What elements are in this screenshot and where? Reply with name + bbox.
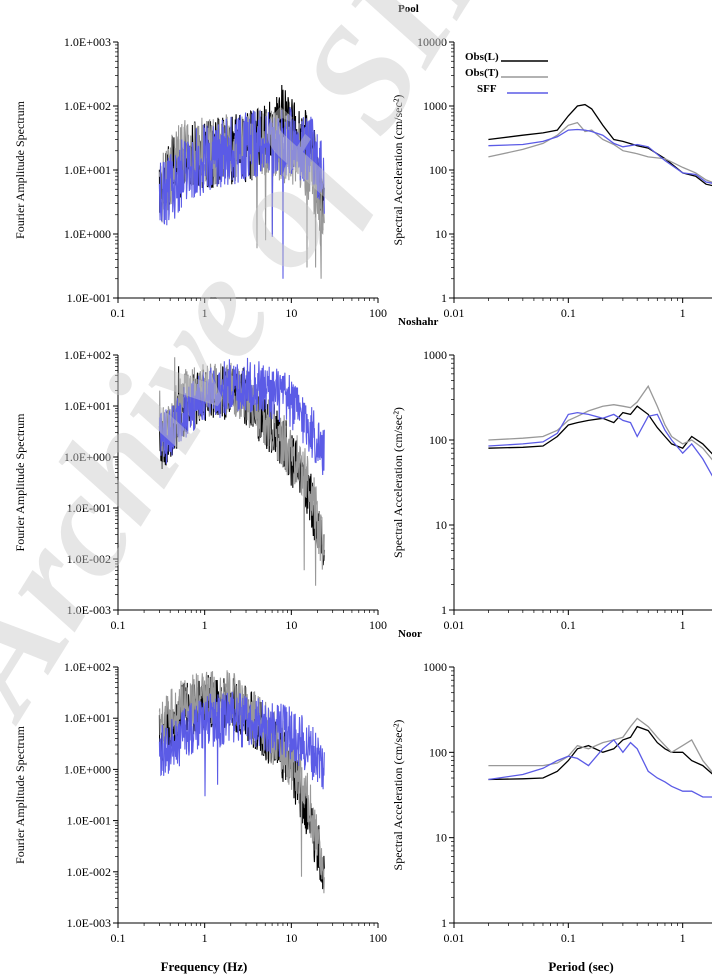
y-tick-label: 1.0E+003: [64, 35, 111, 49]
series-line: [158, 357, 325, 476]
data-group: [158, 84, 325, 279]
x-tick-label: 10: [285, 931, 297, 945]
x-tick-label: 1: [680, 931, 686, 945]
x-tick-label: 0.1: [111, 618, 126, 632]
y-tick-label: 1.0E+002: [64, 99, 111, 113]
data-group: [158, 670, 325, 894]
x-tick-label: 0.1: [561, 306, 576, 320]
y-tick-label: 1.0E+002: [64, 660, 111, 674]
legend-label: Obs(L): [465, 51, 499, 63]
series-line-obst: [488, 384, 712, 461]
y-tick-label: 1: [441, 916, 447, 930]
y-tick-label: 1.0E-001: [67, 501, 111, 515]
legend: Obs(L) Obs(T) SFF: [465, 51, 548, 95]
y-tick-label: 1.0E+002: [64, 348, 111, 362]
y-tick-label: 1.0E-003: [67, 916, 111, 930]
series-line-sff: [488, 128, 712, 184]
y-tick-label: 1.0E-001: [67, 814, 111, 828]
x-tick-label: 100: [369, 931, 387, 945]
station-title-noor: Noor: [398, 628, 422, 640]
panel-noor-fas: 1.0E-003 1.0E-002 1.0E-001 1.0E+000 1.0E+001…: [13, 660, 387, 945]
x-tick-label: 0.1: [561, 618, 576, 632]
x-tick-label: 1: [680, 306, 686, 320]
y-axis-title: Spectral Acceleration (cm/sec²): [391, 407, 405, 558]
y-tick-label: 1.0E+000: [64, 227, 111, 241]
y-tick-label: 1.0E+001: [64, 399, 111, 413]
x-axis-title-frequency: Frequency (Hz): [161, 959, 248, 974]
x-tick-label: 1: [202, 618, 208, 632]
station-title-pool: Pool: [398, 3, 419, 15]
y-tick-label: 1: [441, 291, 447, 305]
y-tick-label: 1.0E-002: [67, 552, 111, 566]
y-tick-label: 1.0E+000: [64, 762, 111, 776]
data-group: [488, 384, 712, 477]
y-tick-label: 1000: [423, 348, 447, 362]
data-group: [488, 717, 712, 798]
y-axis-title: Fourier Amplitude Spectrum: [13, 413, 27, 552]
x-tick-label: 0.1: [111, 306, 126, 320]
x-tick-label: 100: [369, 306, 387, 320]
x-tick-label: 1: [202, 931, 208, 945]
panel-pool-fas: 1.0E-001 1.0E+000 1.0E+001 1.0E+002 1.0E+003…: [13, 35, 387, 320]
x-tick-label: 0.1: [561, 931, 576, 945]
series-line-obsl: [488, 405, 712, 455]
x-tick-label: 10: [285, 306, 297, 320]
y-tick-label: 10: [435, 518, 447, 532]
y-tick-label: 10: [435, 831, 447, 845]
y-tick-label: 1.0E-003: [67, 603, 111, 617]
x-tick-label: 1: [202, 306, 208, 320]
x-tick-label: 0.1: [111, 931, 126, 945]
x-tick-label: 0.01: [444, 931, 465, 945]
y-axis-title: Spectral Acceleration (cm/sec²): [391, 95, 405, 246]
x-axis-title-period: Period (sec): [548, 959, 613, 974]
y-axis-title: Spectral Acceleration (cm/sec²): [391, 720, 405, 871]
y-tick-label: 10: [435, 227, 447, 241]
x-tick-label: 1: [680, 618, 686, 632]
x-tick-label: 0.01: [444, 618, 465, 632]
y-tick-label: 1000: [423, 660, 447, 674]
panel-pool-psa: 1 10 100 1000 10000 0.01 0.1 1 Spectral Accelera…: [391, 3, 712, 320]
series-line-sff: [488, 411, 712, 477]
y-tick-label: 100: [429, 433, 447, 447]
y-tick-label: 1.0E-001: [67, 291, 111, 305]
legend-label: Obs(T): [465, 67, 499, 79]
y-tick-label: 100: [429, 745, 447, 759]
series-line-obsl: [488, 103, 712, 187]
series-line-obst: [488, 717, 712, 773]
series-line-obst: [488, 121, 712, 183]
y-tick-label: 10000: [417, 35, 447, 49]
panel-noshahr-fas: 1.0E-003 1.0E-002 1.0E-001 1.0E+000 1.0E+001…: [13, 348, 387, 632]
y-axis-title: Fourier Amplitude Spectrum: [13, 725, 27, 864]
y-tick-label: 1000: [423, 99, 447, 113]
legend-label: SFF: [477, 83, 497, 95]
series-line: [158, 670, 325, 894]
x-tick-label: 100: [369, 618, 387, 632]
series-line: [158, 107, 325, 279]
series-line-sff: [488, 738, 712, 798]
station-title-noshahr: Noshahr: [398, 316, 438, 328]
y-tick-label: 1.0E+001: [64, 163, 111, 177]
series-line: [158, 691, 325, 797]
y-tick-label: 1: [441, 603, 447, 617]
series-line-obsl: [488, 725, 712, 781]
x-tick-label: 10: [285, 618, 297, 632]
y-tick-label: 1.0E+001: [64, 711, 111, 725]
y-tick-label: 1.0E+000: [64, 450, 111, 464]
plots-layer: 1.0E-001 1.0E+000 1.0E+001 1.0E+002 1.0E+003…: [13, 3, 712, 945]
y-tick-label: 100: [429, 163, 447, 177]
y-tick-label: 1.0E-002: [67, 865, 111, 879]
data-group: [488, 103, 712, 187]
data-group: [158, 357, 325, 586]
y-axis-title: Fourier Amplitude Spectrum: [13, 100, 27, 239]
x-tick-label: 0.01: [444, 306, 465, 320]
